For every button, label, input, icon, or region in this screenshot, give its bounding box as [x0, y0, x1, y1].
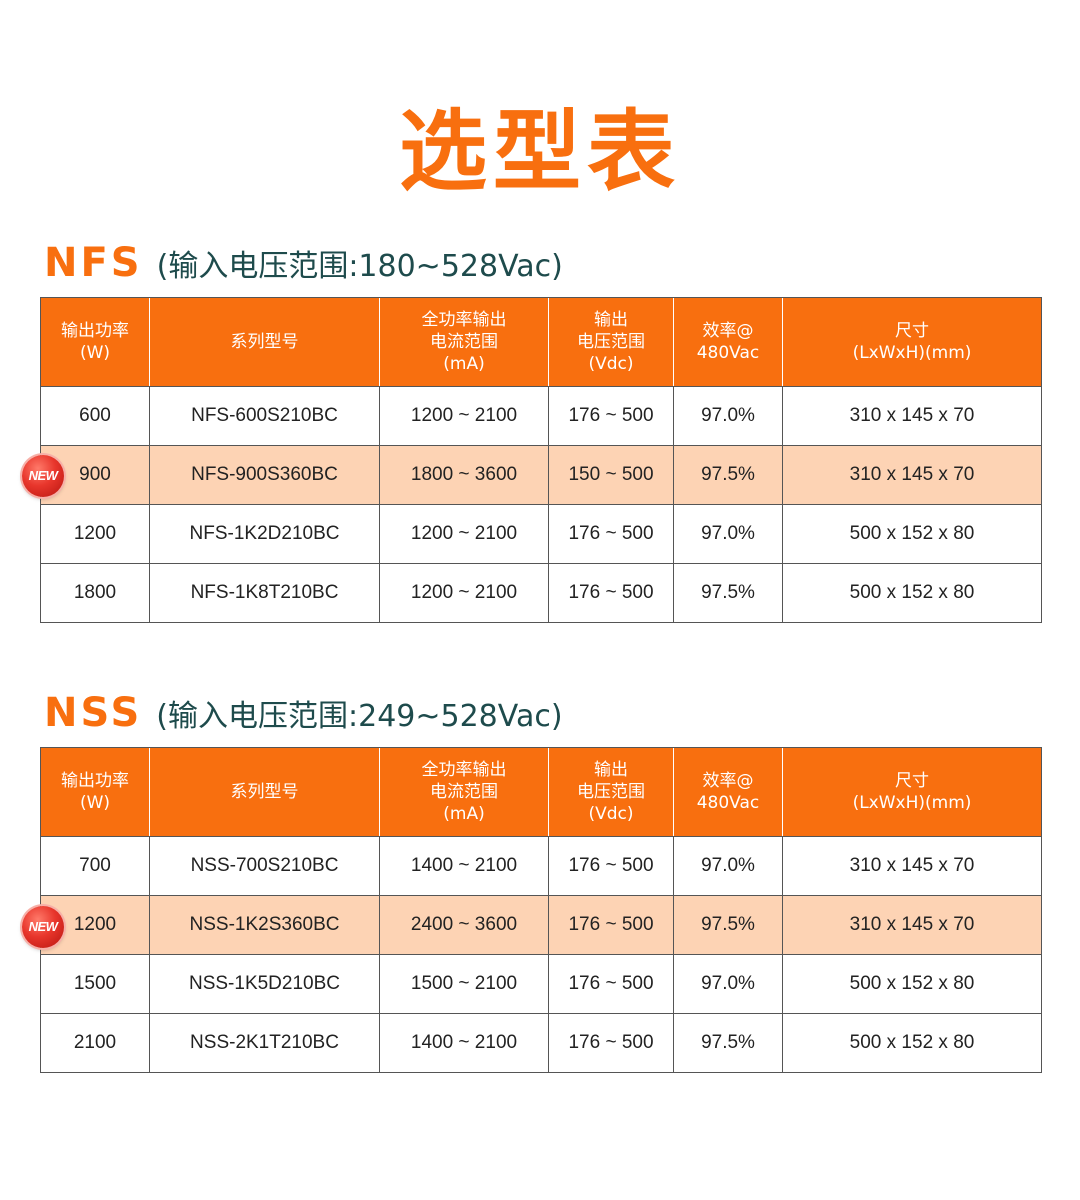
cell-voltage: 150 ~ 500 — [548, 445, 674, 505]
cell-efficiency: 97.0% — [673, 954, 783, 1014]
cell-efficiency: 97.0% — [673, 504, 783, 564]
header-model: 系列型号 — [149, 747, 380, 837]
cell-power: 1500 — [40, 954, 150, 1014]
cell-voltage: 176 ~ 500 — [548, 1013, 674, 1073]
table-row: 1200 NFS-1K2D210BC 1200 ~ 2100 176 ~ 500… — [40, 504, 1042, 564]
cell-power: 600 — [40, 386, 150, 446]
cell-efficiency: 97.5% — [673, 1013, 783, 1073]
header-size: 尺寸 (LxWxH)(mm) — [782, 747, 1042, 837]
section-heading-nfs: NFS (输入电压范围:180~528Vac) — [44, 240, 563, 290]
cell-size: 500 x 152 x 80 — [782, 1013, 1042, 1073]
header-model: 系列型号 — [149, 297, 380, 387]
table-row: 600 NFS-600S210BC 1200 ~ 2100 176 ~ 500 … — [40, 386, 1042, 446]
cell-size: 500 x 152 x 80 — [782, 954, 1042, 1014]
cell-model: NFS-600S210BC — [149, 386, 380, 446]
cell-size: 310 x 145 x 70 — [782, 445, 1042, 505]
cell-power: 2100 — [40, 1013, 150, 1073]
header-current-range: 全功率输出 电流范围 (mA) — [379, 747, 549, 837]
table-row: 1500 NSS-1K5D210BC 1500 ~ 2100 176 ~ 500… — [40, 954, 1042, 1014]
cell-power: 700 — [40, 836, 150, 896]
cell-model: NSS-1K5D210BC — [149, 954, 380, 1014]
cell-current: 1800 ~ 3600 — [379, 445, 549, 505]
cell-voltage: 176 ~ 500 — [548, 954, 674, 1014]
cell-current: 1200 ~ 2100 — [379, 386, 549, 446]
cell-current: 1200 ~ 2100 — [379, 504, 549, 564]
cell-model: NFS-1K8T210BC — [149, 563, 380, 623]
section-heading-nss: NSS (输入电压范围:249~528Vac) — [44, 690, 563, 740]
cell-size: 310 x 145 x 70 — [782, 836, 1042, 896]
header-output-power: 输出功率 (W) — [40, 297, 150, 387]
cell-voltage: 176 ~ 500 — [548, 563, 674, 623]
cell-current: 1400 ~ 2100 — [379, 836, 549, 896]
header-output-power: 输出功率 (W) — [40, 747, 150, 837]
cell-model: NFS-900S360BC — [149, 445, 380, 505]
spec-table-nfs: 输出功率 (W) 系列型号 全功率输出 电流范围 (mA) 输出 电压范围 (Vdc) 效… — [40, 297, 1042, 623]
page-title: 选型表 — [398, 100, 681, 203]
cell-model: NSS-700S210BC — [149, 836, 380, 896]
cell-efficiency: 97.5% — [673, 563, 783, 623]
cell-efficiency: 97.5% — [673, 445, 783, 505]
header-efficiency: 效率@ 480Vac — [673, 747, 783, 837]
cell-size: 310 x 145 x 70 — [782, 386, 1042, 446]
header-voltage-range: 输出 电压范围 (Vdc) — [548, 747, 674, 837]
cell-current: 1500 ~ 2100 — [379, 954, 549, 1014]
cell-model: NSS-1K2S360BC — [149, 895, 380, 955]
cell-current: 1200 ~ 2100 — [379, 563, 549, 623]
section-name: NFS — [44, 240, 143, 286]
cell-current: 1400 ~ 2100 — [379, 1013, 549, 1073]
header-efficiency: 效率@ 480Vac — [673, 297, 783, 387]
table-row: 1800 NFS-1K8T210BC 1200 ~ 2100 176 ~ 500… — [40, 563, 1042, 623]
cell-voltage: 176 ~ 500 — [548, 504, 674, 564]
header-size: 尺寸 (LxWxH)(mm) — [782, 297, 1042, 387]
cell-size: 310 x 145 x 70 — [782, 895, 1042, 955]
table-header-row: 输出功率 (W) 系列型号 全功率输出 电流范围 (mA) 输出 电压范围 (Vdc) 效… — [40, 747, 1042, 837]
cell-power: 900 — [40, 445, 150, 505]
cell-voltage: 176 ~ 500 — [548, 836, 674, 896]
table-header-row: 输出功率 (W) 系列型号 全功率输出 电流范围 (mA) 输出 电压范围 (Vdc) 效… — [40, 297, 1042, 387]
table-row: 700 NSS-700S210BC 1400 ~ 2100 176 ~ 500 … — [40, 836, 1042, 896]
new-badge: NEW — [22, 455, 64, 497]
header-voltage-range: 输出 电压范围 (Vdc) — [548, 297, 674, 387]
cell-model: NFS-1K2D210BC — [149, 504, 380, 564]
cell-efficiency: 97.5% — [673, 895, 783, 955]
cell-model: NSS-2K1T210BC — [149, 1013, 380, 1073]
section-name: NSS — [44, 690, 143, 736]
section-input-range: (输入电压范围:180~528Vac) — [156, 249, 563, 284]
table-row-new: 1200 NSS-1K2S360BC 2400 ~ 3600 176 ~ 500… — [40, 895, 1042, 955]
cell-current: 2400 ~ 3600 — [379, 895, 549, 955]
cell-voltage: 176 ~ 500 — [548, 386, 674, 446]
section-input-range: (输入电压范围:249~528Vac) — [156, 699, 563, 734]
cell-size: 500 x 152 x 80 — [782, 563, 1042, 623]
table-row-new: 900 NFS-900S360BC 1800 ~ 3600 150 ~ 500 … — [40, 445, 1042, 505]
cell-power: 1800 — [40, 563, 150, 623]
spec-table-nss: 输出功率 (W) 系列型号 全功率输出 电流范围 (mA) 输出 电压范围 (Vdc) 效… — [40, 747, 1042, 1073]
cell-efficiency: 97.0% — [673, 836, 783, 896]
cell-size: 500 x 152 x 80 — [782, 504, 1042, 564]
header-current-range: 全功率输出 电流范围 (mA) — [379, 297, 549, 387]
new-badge: NEW — [22, 906, 64, 948]
cell-efficiency: 97.0% — [673, 386, 783, 446]
cell-voltage: 176 ~ 500 — [548, 895, 674, 955]
table-row: 2100 NSS-2K1T210BC 1400 ~ 2100 176 ~ 500… — [40, 1013, 1042, 1073]
cell-power: 1200 — [40, 504, 150, 564]
